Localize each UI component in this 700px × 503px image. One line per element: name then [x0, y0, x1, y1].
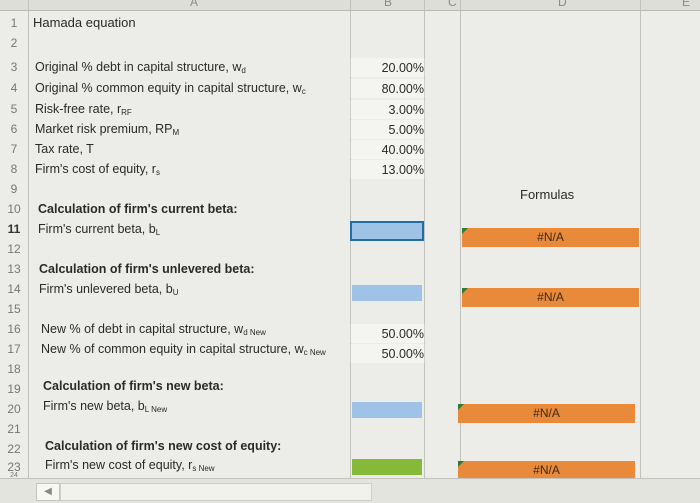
row-number-selected[interactable]: 11 — [7, 222, 21, 236]
row-number[interactable]: 10 — [7, 202, 21, 216]
row-number[interactable]: 17 — [7, 342, 21, 356]
input-unlevered-beta-cell[interactable] — [352, 285, 422, 301]
cell-market-risk-premium[interactable]: 5.00% — [350, 120, 425, 139]
cell-new-equity[interactable]: 50.00% — [350, 344, 425, 363]
label-cost-of-equity[interactable]: Firm's cost of equity, rs — [35, 162, 160, 177]
label-market-risk-premium[interactable]: Market risk premium, RPM — [35, 122, 180, 137]
row-number[interactable]: 12 — [7, 242, 21, 256]
label-current-beta[interactable]: Firm's current beta, bL — [38, 222, 161, 237]
label-original-equity[interactable]: Original % common equity in capital stru… — [35, 81, 306, 96]
label-unlevered-beta[interactable]: Firm's unlevered beta, bU — [39, 282, 179, 297]
cell-new-debt[interactable]: 50.00% — [350, 324, 425, 343]
row-number[interactable]: 23 — [7, 460, 21, 474]
column-header-b[interactable]: B — [384, 0, 393, 9]
cell-original-equity[interactable]: 80.00% — [350, 79, 425, 98]
row-number[interactable]: 8 — [10, 162, 18, 176]
scroll-left-arrow-icon[interactable]: ◀ — [36, 483, 60, 501]
column-header-d[interactable]: D — [558, 0, 567, 9]
formula-new-beta[interactable]: #N/A — [458, 404, 635, 423]
row-number[interactable]: 7 — [10, 142, 18, 156]
row-number[interactable]: 18 — [7, 362, 21, 376]
column-divider-de — [640, 0, 641, 503]
column-divider-bc — [424, 0, 425, 503]
formula-current-beta[interactable]: #N/A — [462, 228, 639, 247]
cell-tax-rate[interactable]: 40.00% — [350, 140, 425, 159]
formulas-heading[interactable]: Formulas — [520, 187, 575, 202]
column-header-a[interactable]: A — [190, 0, 199, 9]
label-new-cost-of-equity[interactable]: Firm's new cost of equity, rs New — [45, 458, 215, 473]
scrollbar-track[interactable] — [60, 483, 372, 501]
section-current-beta[interactable]: Calculation of firm's current beta: — [38, 202, 238, 216]
cell-risk-free-rate[interactable]: 3.00% — [350, 100, 425, 119]
row-number[interactable]: 24 — [10, 472, 18, 479]
row-number[interactable]: 16 — [7, 322, 21, 336]
input-current-beta-cell[interactable] — [350, 221, 424, 241]
label-new-equity[interactable]: New % of common equity in capital struct… — [41, 342, 326, 357]
row-number[interactable]: 13 — [7, 262, 21, 276]
row-number[interactable]: 2 — [10, 36, 18, 50]
row-number[interactable]: 22 — [7, 442, 21, 456]
row-number[interactable]: 4 — [10, 81, 18, 95]
column-header-c[interactable]: C — [448, 0, 457, 9]
row-number[interactable]: 20 — [7, 402, 21, 416]
label-new-debt[interactable]: New % of debt in capital structure, wd N… — [41, 322, 266, 337]
label-risk-free-rate[interactable]: Risk-free rate, rRF — [35, 102, 132, 117]
section-new-cost-of-equity[interactable]: Calculation of firm's new cost of equity… — [45, 439, 282, 453]
column-header-e[interactable]: E — [682, 0, 691, 9]
row-number[interactable]: 19 — [7, 382, 21, 396]
sheet-title[interactable]: Hamada equation — [33, 15, 136, 30]
row-number[interactable]: 14 — [7, 282, 21, 296]
column-divider-cd — [460, 0, 461, 503]
formula-new-cost-of-equity[interactable]: #N/A — [458, 461, 635, 480]
row-number[interactable]: 9 — [10, 182, 18, 196]
input-new-cost-of-equity-cell[interactable] — [352, 459, 422, 475]
horizontal-scrollbar: ◀ — [0, 478, 700, 503]
section-new-beta[interactable]: Calculation of firm's new beta: — [43, 379, 224, 393]
input-new-beta-cell[interactable] — [352, 402, 422, 418]
label-original-debt[interactable]: Original % debt in capital structure, wd — [35, 60, 246, 75]
row-number[interactable]: 6 — [10, 122, 18, 136]
label-tax-rate[interactable]: Tax rate, T — [35, 142, 94, 156]
row-number[interactable]: 15 — [7, 302, 21, 316]
column-divider-ab — [350, 0, 351, 503]
formula-unlevered-beta[interactable]: #N/A — [462, 288, 639, 307]
row-number[interactable]: 3 — [10, 60, 18, 74]
row-number[interactable]: 21 — [7, 422, 21, 436]
row-number[interactable]: 5 — [10, 102, 18, 116]
label-new-beta[interactable]: Firm's new beta, bL New — [43, 399, 168, 414]
cell-original-debt[interactable]: 20.00% — [350, 58, 425, 77]
row-number-divider — [28, 0, 29, 503]
cell-cost-of-equity[interactable]: 13.00% — [350, 160, 425, 179]
section-unlevered-beta[interactable]: Calculation of firm's unlevered beta: — [39, 262, 255, 276]
row-number[interactable]: 1 — [10, 16, 18, 30]
